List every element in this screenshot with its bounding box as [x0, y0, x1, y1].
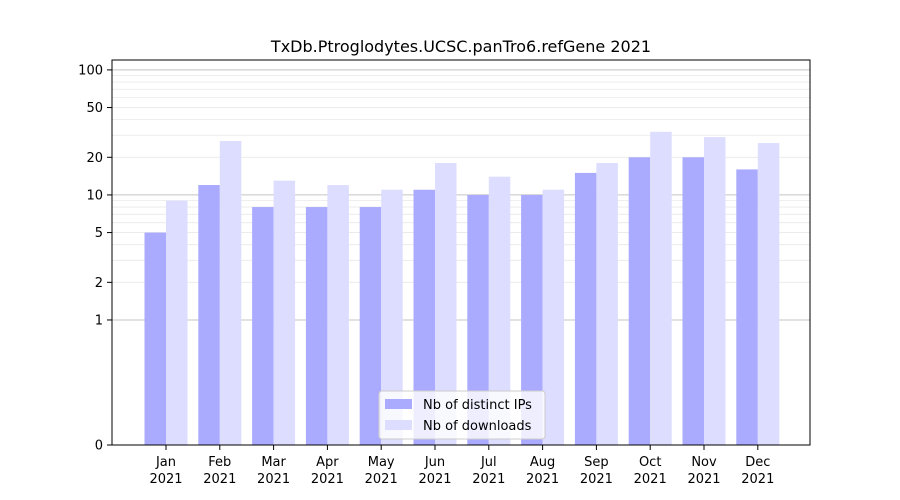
x-tick-label-month: May — [368, 455, 395, 470]
legend-label: Nb of distinct IPs — [423, 398, 532, 413]
x-tick-label-month: Jun — [424, 455, 445, 470]
bar-distinct-ips-sep — [574, 172, 597, 445]
bar-distinct-ips-dec — [736, 169, 758, 445]
x-tick-label-month: Jan — [155, 455, 176, 470]
x-tick-label-year: 2021 — [741, 472, 774, 487]
y-axis: 0 1 2 5 10 20 50 100 — [78, 63, 112, 454]
bar-downloads-jan — [166, 200, 188, 445]
bar-downloads-aug — [542, 189, 565, 445]
x-tick-label-year: 2021 — [257, 472, 290, 487]
legend-swatch — [385, 420, 412, 430]
bar-distinct-ips-oct — [628, 157, 651, 445]
y-tick-label: 100 — [78, 63, 103, 78]
bar-distinct-ips-mar — [252, 207, 274, 445]
bar-distinct-ips-feb — [198, 185, 220, 445]
bar-distinct-ips-apr — [305, 207, 328, 445]
x-tick-label-month: Oct — [639, 455, 661, 470]
bar-downloads-jul — [488, 176, 511, 445]
x-tick-label-month: Feb — [208, 455, 231, 470]
bar-downloads-feb — [219, 140, 242, 445]
x-tick-label-month: Sep — [584, 455, 609, 470]
bar-downloads-dec — [757, 143, 780, 445]
bar-distinct-ips-jan — [144, 232, 166, 445]
bar-distinct-ips-jun — [413, 189, 435, 445]
bar-downloads-may — [381, 189, 403, 445]
bar-distinct-ips-jul — [467, 194, 489, 445]
y-tick-label: 0 — [95, 439, 103, 454]
bar-downloads-apr — [327, 185, 349, 445]
chart-title: TxDb.Ptroglodytes.UCSC.panTro6.refGene 2… — [270, 37, 651, 56]
x-tick-label-year: 2021 — [311, 472, 344, 487]
y-tick-label: 1 — [95, 313, 103, 328]
bar-distinct-ips-may — [359, 207, 382, 445]
y-tick-label: 50 — [86, 101, 103, 116]
bar-downloads-nov — [704, 137, 726, 445]
bar-downloads-mar — [273, 180, 296, 445]
x-tick-label-month: Apr — [316, 455, 339, 470]
legend-swatch — [385, 399, 412, 409]
y-tick-label: 20 — [86, 151, 103, 166]
x-tick-label-year: 2021 — [687, 472, 720, 487]
x-tick-label-year: 2021 — [365, 472, 398, 487]
bar-downloads-oct — [650, 131, 672, 445]
legend: Nb of distinct IPs Nb of downloads — [378, 390, 546, 440]
x-tick-label-month: Nov — [691, 455, 717, 470]
x-tick-label-month: Jul — [480, 455, 497, 470]
y-tick-label: 2 — [95, 276, 103, 291]
y-tick-label: 10 — [86, 188, 103, 203]
x-tick-label-month: Aug — [530, 455, 555, 470]
plot-frame — [111, 59, 811, 446]
x-axis: Jan 2021 Feb 2021 Mar 2021 Apr 2021 May 2021 Jun 20… — [149, 445, 774, 487]
x-tick-label-year: 2021 — [526, 472, 559, 487]
y-tick-label: 5 — [95, 226, 103, 241]
x-tick-label-year: 2021 — [472, 472, 505, 487]
x-tick-label-month: Dec — [745, 455, 770, 470]
bars — [144, 131, 780, 445]
x-tick-label-year: 2021 — [580, 472, 613, 487]
bar-downloads-sep — [596, 163, 618, 445]
bar-distinct-ips-nov — [682, 157, 704, 445]
legend-box — [378, 390, 546, 440]
bar-downloads-jun — [435, 163, 457, 445]
x-tick-label-year: 2021 — [634, 472, 667, 487]
x-tick-label-year: 2021 — [418, 472, 451, 487]
x-tick-label-year: 2021 — [203, 472, 236, 487]
x-tick-label-year: 2021 — [149, 472, 182, 487]
legend-label: Nb of downloads — [423, 419, 532, 434]
bar-distinct-ips-aug — [521, 194, 543, 445]
x-tick-label-month: Mar — [261, 455, 286, 470]
